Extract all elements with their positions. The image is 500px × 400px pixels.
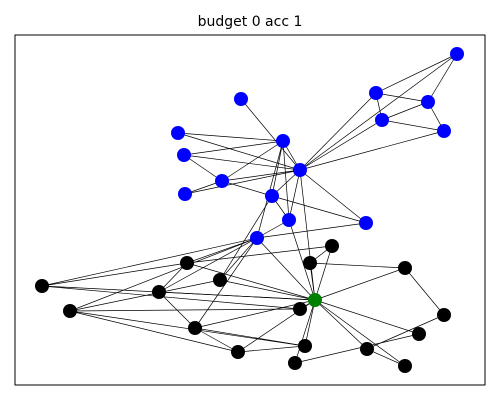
edge-k9-g1 — [314, 267, 406, 301]
edge-k8-k9 — [309, 262, 406, 269]
plot-frame — [14, 34, 486, 386]
node-black-k8 — [303, 256, 317, 270]
node-black-k5 — [63, 304, 77, 318]
edge-b16-k3 — [219, 237, 258, 281]
node-black-k2 — [152, 285, 166, 299]
node-green-g1 — [308, 293, 322, 307]
edge-b7-b13 — [177, 132, 301, 171]
edge-k6-k12 — [194, 327, 239, 353]
node-blue-b1 — [450, 47, 464, 61]
edge-k11-k12 — [237, 345, 306, 353]
edge-k1-k4 — [41, 262, 188, 287]
node-blue-b12 — [276, 134, 290, 148]
edge-b5-b13 — [299, 130, 445, 171]
node-blue-b4 — [375, 113, 389, 127]
edge-b1-b2 — [375, 53, 458, 94]
edge-g1-k15 — [314, 299, 368, 350]
node-blue-b7 — [171, 126, 185, 140]
node-black-k10 — [293, 302, 307, 316]
node-blue-b13 — [293, 163, 307, 177]
edge-g1-k17 — [314, 299, 406, 367]
node-black-k7 — [325, 239, 339, 253]
node-black-k13 — [437, 308, 451, 322]
edge-b3-b4 — [381, 101, 429, 121]
node-blue-b2 — [369, 86, 383, 100]
node-blue-b10 — [215, 174, 229, 188]
edge-b10-b11 — [221, 180, 273, 197]
node-blue-b3 — [421, 95, 435, 109]
edge-b10-b13 — [221, 169, 301, 182]
edge-b8-b13 — [183, 154, 301, 171]
edge-k3-k5 — [69, 279, 221, 312]
edge-b7-b12 — [177, 132, 284, 142]
node-black-k12 — [231, 345, 245, 359]
edge-k7-g1 — [314, 245, 333, 301]
edge-k13-k15 — [366, 314, 445, 350]
edge-k4-k10 — [41, 285, 301, 310]
edge-b16-g1 — [256, 237, 316, 301]
edge-k2-k6 — [158, 291, 196, 329]
edge-b9-b13 — [184, 169, 301, 195]
edge-b4-b13 — [299, 119, 383, 171]
edge-b14-g1 — [288, 219, 316, 301]
node-black-k11 — [298, 339, 312, 353]
node-blue-b11 — [265, 189, 279, 203]
edge-b10-b12 — [221, 140, 284, 182]
edge-b11-b15 — [271, 195, 367, 224]
node-blue-b15 — [359, 216, 373, 230]
edge-k5-k11 — [69, 310, 306, 347]
edge-b16-k5 — [69, 237, 258, 312]
edge-b12-b11 — [271, 140, 284, 197]
edge-b1-b3 — [427, 53, 458, 103]
node-black-k3 — [213, 273, 227, 287]
edge-b11-k3 — [219, 195, 273, 281]
edge-b4-b5 — [381, 119, 445, 132]
node-black-k14 — [412, 327, 426, 341]
node-black-k9 — [398, 261, 412, 275]
edge-g1-k16 — [294, 299, 316, 364]
edge-b12-b14 — [282, 140, 290, 221]
edge-b15-b13 — [299, 169, 367, 224]
figure-title: budget 0 acc 1 — [198, 14, 303, 30]
node-blue-b14 — [282, 213, 296, 227]
edge-k1-k7 — [186, 245, 333, 264]
edge-g1-k11 — [304, 299, 316, 347]
node-black-k16 — [288, 356, 302, 370]
node-black-k6 — [188, 321, 202, 335]
edge-b16-b15 — [256, 222, 367, 239]
node-blue-b6 — [234, 92, 248, 106]
edge-b8-b12 — [183, 140, 284, 156]
edge-b8-b10 — [183, 154, 223, 182]
edge-k1-g1 — [186, 262, 316, 301]
node-blue-b5 — [437, 124, 451, 138]
edge-b6-b13 — [240, 98, 301, 171]
edge-layer — [41, 53, 458, 367]
edge-k5-k12 — [69, 310, 239, 353]
edge-k9-k13 — [404, 267, 445, 316]
edge-b2-b3 — [375, 92, 429, 103]
node-blue-b9 — [178, 187, 192, 201]
node-black-k4 — [35, 279, 49, 293]
edge-k2-g1 — [158, 291, 316, 301]
edge-b16-k1 — [186, 237, 258, 264]
node-blue-b16 — [250, 231, 264, 245]
edge-b13-g1 — [299, 169, 316, 301]
edge-g1-k14 — [314, 299, 420, 335]
node-layer — [35, 47, 464, 373]
node-black-k17 — [398, 359, 412, 373]
edge-b2-b13 — [299, 92, 377, 171]
node-black-k1 — [180, 256, 194, 270]
node-blue-b8 — [177, 148, 191, 162]
edge-b1-b13 — [299, 53, 458, 171]
node-black-k15 — [360, 342, 374, 356]
edge-k3-g1 — [219, 279, 316, 301]
edge-b16-k4 — [41, 237, 258, 287]
edge-k10-k5 — [69, 308, 301, 312]
edge-k14-k16 — [294, 333, 420, 364]
edge-b14-b13 — [288, 169, 301, 221]
